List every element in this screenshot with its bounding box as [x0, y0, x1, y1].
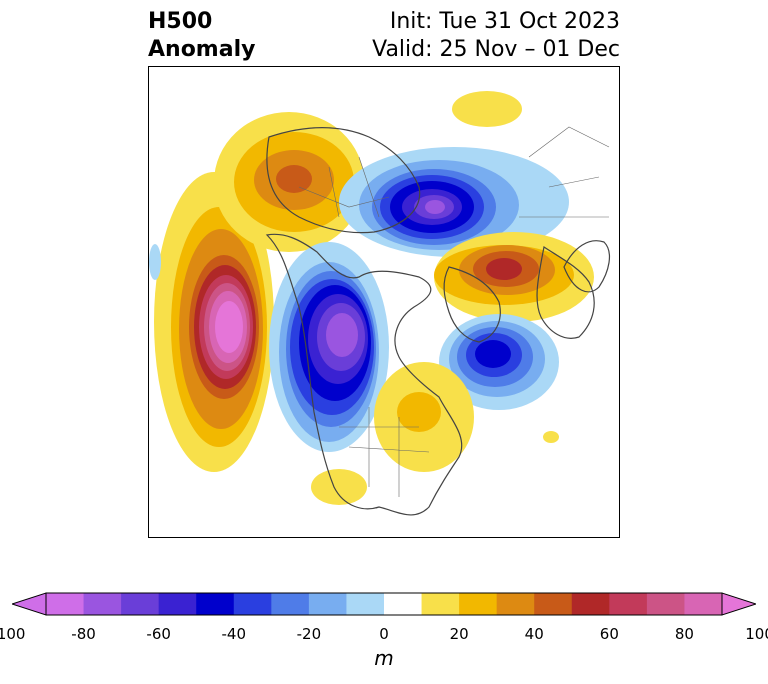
colorbar-tick-label: -40 — [221, 625, 247, 643]
border-lines-3 — [339, 407, 430, 497]
border-lines-1 — [298, 156, 390, 218]
title-left: H500 Anomaly — [148, 8, 255, 64]
colorbar-tick-label: -100 — [0, 625, 26, 643]
border-lines-2 — [519, 126, 610, 218]
coast-asia — [266, 126, 421, 234]
colorbar-cell — [346, 593, 385, 615]
borders — [298, 126, 610, 497]
coast-europe — [536, 246, 595, 339]
coast-scandinavia — [563, 240, 611, 293]
colorbar-tick-label: -20 — [296, 625, 322, 643]
colorbar-cell — [308, 593, 347, 615]
colorbar-unit: m — [374, 646, 394, 670]
colorbar-cell — [496, 593, 535, 615]
colorbar-cell — [83, 593, 122, 615]
colorbar-cell — [196, 593, 235, 615]
contour-pos-ena-2 — [397, 392, 441, 432]
colorbar-tick-label: 100 — [745, 625, 768, 643]
colorbar-cell — [384, 593, 423, 615]
colorbar-tick-label: 20 — [449, 625, 469, 643]
colorbar-cell — [571, 593, 610, 615]
contour-neg-atlantic-5 — [475, 340, 511, 368]
colorbar-cell — [271, 593, 310, 615]
colorbar-cell — [121, 593, 160, 615]
colorbar-tick-label: 40 — [524, 625, 544, 643]
colorbar-tick-label: -60 — [146, 625, 171, 643]
title-subtitle: Anomaly — [148, 37, 256, 62]
colorbar-cell — [158, 593, 197, 615]
colorbar-cell — [46, 593, 85, 615]
title-variable: H500 — [148, 9, 213, 34]
colorbar-tick-label: 60 — [599, 625, 619, 643]
colorbar-tick-label: 0 — [379, 625, 389, 643]
colorbar-cell — [459, 593, 498, 615]
colorbar-tick-label: 80 — [674, 625, 694, 643]
colorbar — [12, 592, 756, 616]
colorbar-extend-min — [12, 592, 47, 616]
contour-pos-small-1 — [543, 431, 559, 443]
contour-pos-arctic-1 — [452, 91, 522, 127]
colorbar-cell — [233, 593, 272, 615]
colorbar-cell — [534, 593, 573, 615]
colorbar-tick-label: -80 — [71, 625, 96, 643]
init-date: Init: Tue 31 Oct 2023 — [389, 9, 620, 34]
anomaly-contours — [149, 91, 594, 505]
title-right: Init: Tue 31 Oct 2023 Valid: 25 Nov – 01… — [372, 8, 620, 64]
contour-pos-pacific-9 — [215, 301, 243, 353]
colorbar-cell — [609, 593, 648, 615]
colorbar-outline — [45, 592, 723, 616]
colorbar-cell — [646, 593, 685, 615]
coast-north-america — [265, 233, 463, 516]
anomaly-map — [149, 91, 611, 516]
colorbar-cells — [46, 593, 723, 615]
colorbar-cell — [421, 593, 460, 615]
map-panel — [148, 66, 620, 538]
contour-neg-edge-1 — [149, 244, 161, 280]
coastlines — [265, 126, 611, 516]
contour-pos-sw-1 — [311, 469, 367, 505]
valid-range: Valid: 25 Nov – 01 Dec — [372, 37, 620, 62]
colorbar-extend-max — [721, 592, 756, 616]
contour-neg-polar-8 — [425, 200, 445, 214]
contour-pos-europe-5 — [486, 258, 522, 280]
coast-greenland — [443, 266, 501, 343]
colorbar-cell — [684, 593, 723, 615]
contour-pos-asia-4 — [276, 165, 312, 193]
contour-neg-canada-8 — [326, 313, 358, 357]
